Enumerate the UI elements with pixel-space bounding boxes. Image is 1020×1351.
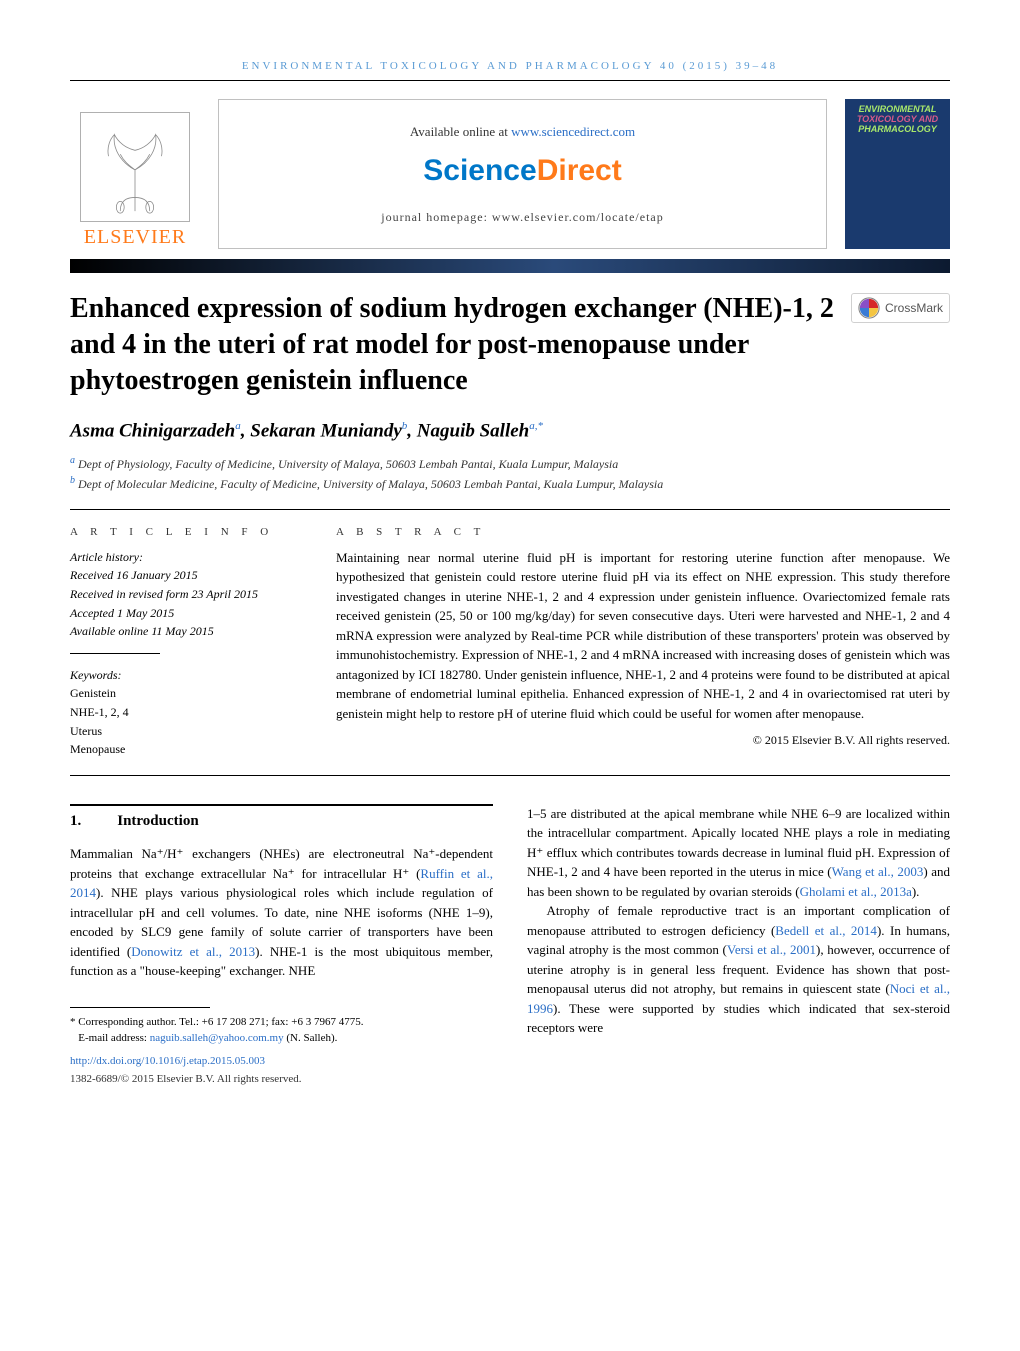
masthead-center: Available online at www.sciencedirect.co… [218, 99, 827, 249]
sciencedirect-science: Science [423, 154, 536, 187]
elsevier-wordmark: ELSEVIER [84, 226, 186, 249]
running-header: ENVIRONMENTAL TOXICOLOGY AND PHARMACOLOG… [70, 60, 950, 72]
cite-donowitz[interactable]: Donowitz et al., 2013 [131, 944, 255, 959]
crossmark-label: CrossMark [885, 301, 943, 315]
body-columns: 1. Introduction Mammalian Na⁺/H⁺ exchang… [70, 804, 950, 1088]
cover-line3: PHARMACOLOGY [857, 125, 938, 135]
abstract-label: A B S T R A C T [336, 526, 950, 538]
elsevier-logo: ELSEVIER [70, 99, 200, 249]
author-1-sup: a [235, 420, 241, 432]
sciencedirect-direct: Direct [537, 154, 622, 187]
journal-cover-title: ENVIRONMENTAL TOXICOLOGY AND PHARMACOLOG… [857, 105, 938, 135]
history-label: Article history: [70, 548, 300, 567]
cite-gholami[interactable]: Gholami et al., 2013a [800, 884, 912, 899]
cite-wang[interactable]: Wang et al., 2003 [832, 864, 924, 879]
doi-link[interactable]: http://dx.doi.org/10.1016/j.etap.2015.05… [70, 1053, 493, 1070]
received-date: Received 16 January 2015 [70, 566, 300, 585]
affiliation-a-text: Dept of Physiology, Faculty of Medicine,… [78, 457, 618, 471]
rule-above-info [70, 509, 950, 510]
right-column: 1–5 are distributed at the apical membra… [527, 804, 950, 1088]
article-info: A R T I C L E I N F O Article history: R… [70, 526, 300, 759]
article-history: Article history: Received 16 January 201… [70, 548, 300, 641]
author-3: Naguib Salleh [417, 421, 529, 442]
email-line: E-mail address: naguib.salleh@yahoo.com.… [70, 1030, 493, 1047]
abstract-copyright: © 2015 Elsevier B.V. All rights reserved… [336, 733, 950, 748]
sciencedirect-logo: ScienceDirect [239, 154, 806, 188]
author-list: Asma Chinigarzadeha, Sekaran Muniandyb, … [70, 420, 950, 442]
intro-title: Introduction [117, 810, 198, 833]
left-column: 1. Introduction Mammalian Na⁺/H⁺ exchang… [70, 804, 493, 1088]
author-1: Asma Chinigarzadeh [70, 421, 235, 442]
keyword-4: Menopause [70, 740, 300, 759]
keywords-block: Keywords: Genistein NHE-1, 2, 4 Uterus M… [70, 666, 300, 759]
title-row: Enhanced expression of sodium hydrogen e… [70, 291, 950, 398]
author-2-sup: b [402, 420, 408, 432]
journal-cover: ENVIRONMENTAL TOXICOLOGY AND PHARMACOLOG… [845, 99, 950, 249]
crossmark-icon [858, 297, 880, 319]
crossmark-badge[interactable]: CrossMark [851, 293, 950, 323]
intro-right-2d: ). These were supported by studies which… [527, 1001, 950, 1036]
abstract-text: Maintaining near normal uterine fluid pH… [336, 548, 950, 724]
affiliations: a Dept of Physiology, Faculty of Medicin… [70, 453, 950, 493]
online-date: Available online 11 May 2015 [70, 622, 300, 641]
author-2: Sekaran Muniandy [250, 421, 402, 442]
masthead: ELSEVIER Available online at www.science… [70, 99, 950, 249]
author-3-sup: a,* [529, 420, 543, 432]
corresponding-author: * Corresponding author. Tel.: +6 17 208 … [70, 1014, 493, 1031]
rule-below-abstract [70, 775, 950, 776]
gradient-divider [70, 259, 950, 273]
revised-date: Received in revised form 23 April 2015 [70, 585, 300, 604]
affiliation-b: b Dept of Molecular Medicine, Faculty of… [70, 473, 950, 493]
intro-right-p1: 1–5 are distributed at the apical membra… [527, 804, 950, 902]
intro-left-paragraph: Mammalian Na⁺/H⁺ exchangers (NHEs) are e… [70, 844, 493, 981]
email-name: (N. Salleh). [284, 1032, 338, 1044]
issn-copyright: 1382-6689/© 2015 Elsevier B.V. All right… [70, 1071, 493, 1088]
intro-right-1c: ). [912, 884, 920, 899]
available-online-prefix: Available online at [410, 124, 511, 139]
footnote-rule [70, 1007, 210, 1008]
affiliation-a: a Dept of Physiology, Faculty of Medicin… [70, 453, 950, 473]
journal-homepage: journal homepage: www.elsevier.com/locat… [239, 210, 806, 225]
keywords-label: Keywords: [70, 666, 300, 685]
author-email[interactable]: naguib.salleh@yahoo.com.my [150, 1032, 284, 1044]
elsevier-tree-icon [80, 112, 190, 222]
sciencedirect-link[interactable]: www.sciencedirect.com [511, 124, 635, 139]
abstract: A B S T R A C T Maintaining near normal … [336, 526, 950, 759]
top-rule [70, 80, 950, 81]
cite-versi[interactable]: Versi et al., 2001 [727, 942, 816, 957]
email-label: E-mail address: [78, 1032, 149, 1044]
info-abstract-row: A R T I C L E I N F O Article history: R… [70, 526, 950, 759]
affiliation-b-text: Dept of Molecular Medicine, Faculty of M… [78, 477, 663, 491]
accepted-date: Accepted 1 May 2015 [70, 604, 300, 623]
keyword-1: Genistein [70, 684, 300, 703]
available-online: Available online at www.sciencedirect.co… [239, 124, 806, 140]
article-title: Enhanced expression of sodium hydrogen e… [70, 291, 837, 398]
article-info-label: A R T I C L E I N F O [70, 526, 300, 538]
info-divider [70, 653, 160, 654]
intro-number: 1. [70, 810, 81, 833]
keyword-3: Uterus [70, 722, 300, 741]
intro-heading: 1. Introduction [70, 804, 493, 833]
cite-bedell[interactable]: Bedell et al., 2014 [775, 923, 877, 938]
intro-right-p2: Atrophy of female reproductive tract is … [527, 901, 950, 1038]
keyword-2: NHE-1, 2, 4 [70, 703, 300, 722]
